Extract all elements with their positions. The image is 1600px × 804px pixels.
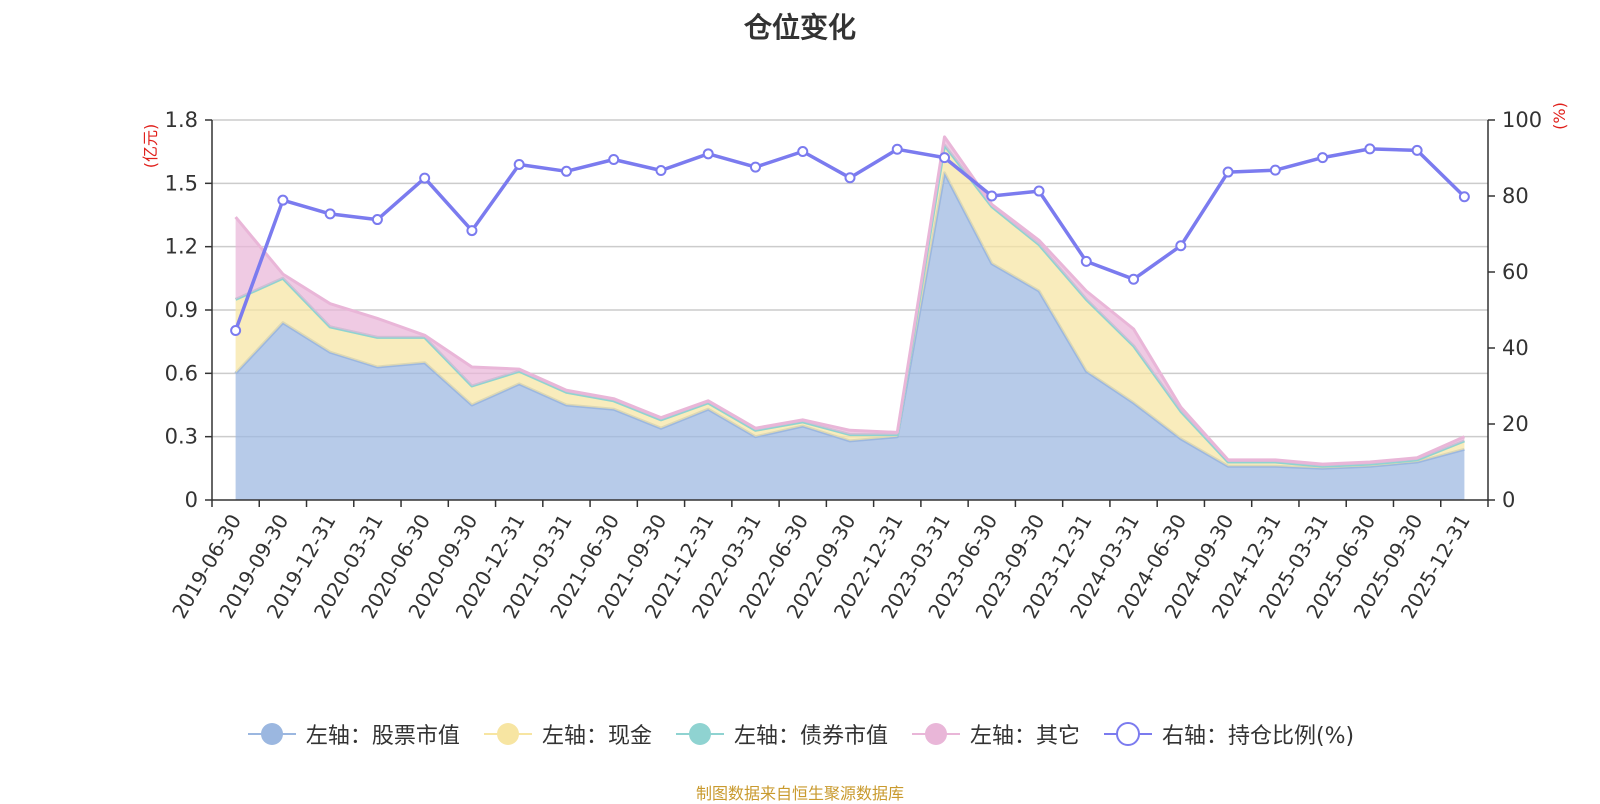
legend-area-marker-icon bbox=[675, 723, 724, 745]
right-axis-tick-label: 80 bbox=[1502, 184, 1529, 208]
position-ratio-point[interactable] bbox=[749, 161, 761, 173]
right-axis-tick-label: 60 bbox=[1502, 260, 1529, 284]
position-ratio-point[interactable] bbox=[1080, 255, 1092, 267]
position-ratio-point[interactable] bbox=[466, 225, 478, 237]
position-ratio-point[interactable] bbox=[1033, 185, 1045, 197]
position-ratio-point[interactable] bbox=[513, 158, 525, 170]
right-axis-tick-label: 0 bbox=[1502, 488, 1515, 512]
right-axis-tick-label: 40 bbox=[1502, 336, 1529, 360]
position-ratio-point[interactable] bbox=[277, 194, 289, 206]
legend-label: 左轴：债券市值 bbox=[733, 724, 888, 749]
position-ratio-point[interactable] bbox=[1222, 166, 1234, 178]
legend-item[interactable]: 左轴：债券市值 bbox=[674, 718, 888, 750]
position-ratio-point[interactable] bbox=[1458, 191, 1470, 203]
position-ratio-point[interactable] bbox=[371, 214, 383, 226]
legend-label: 左轴：现金 bbox=[541, 724, 652, 749]
position-ratio-point[interactable] bbox=[560, 165, 572, 177]
position-ratio-point[interactable] bbox=[1175, 240, 1187, 252]
position-ratio-point[interactable] bbox=[986, 190, 998, 202]
legend-item[interactable]: 左轴：其它 bbox=[910, 718, 1080, 750]
legend-area-marker-icon bbox=[911, 723, 960, 745]
series-9bb7e0-area bbox=[235, 172, 1465, 501]
position-ratio-point[interactable] bbox=[702, 148, 714, 160]
position-ratio-point[interactable] bbox=[1364, 143, 1376, 155]
series-e9b6d8-edge bbox=[234, 135, 1466, 466]
chart-plot: 00.30.60.91.21.51.80204060801002019-06-3… bbox=[141, 102, 1569, 623]
legend-item[interactable]: 右轴：持仓比例(%) bbox=[1102, 718, 1354, 750]
right-axis-tick-label: 20 bbox=[1502, 412, 1529, 436]
position-ratio-point[interactable] bbox=[797, 146, 809, 158]
position-ratio-point[interactable] bbox=[891, 143, 903, 155]
position-ratio-point[interactable] bbox=[1128, 273, 1140, 285]
position-ratio-point[interactable] bbox=[419, 172, 431, 184]
left-axis-tick-label: 0 bbox=[185, 488, 198, 512]
left-axis-tick-label: 0.6 bbox=[165, 361, 198, 385]
position-ratio-point[interactable] bbox=[230, 325, 242, 337]
position-ratio-point[interactable] bbox=[1269, 164, 1281, 176]
right-axis-tick-label: 100 bbox=[1502, 108, 1542, 132]
legend-item[interactable]: 左轴：股票市值 bbox=[246, 718, 460, 750]
position-ratio-point[interactable] bbox=[1411, 144, 1423, 156]
left-axis-unit: (亿元) bbox=[141, 124, 160, 169]
left-axis-tick-label: 1.8 bbox=[165, 108, 198, 132]
legend: 左轴：股票市值 左轴：现金 左轴：债券市值 左轴：其它 右轴：持仓比例(%) bbox=[0, 718, 1600, 750]
left-axis-tick-label: 1.2 bbox=[165, 235, 198, 259]
left-axis-tick-label: 1.5 bbox=[165, 171, 198, 195]
position-ratio-point[interactable] bbox=[608, 154, 620, 166]
position-ratio-point[interactable] bbox=[324, 208, 336, 220]
legend-area-marker-icon bbox=[483, 723, 532, 745]
position-ratio-point[interactable] bbox=[655, 165, 667, 177]
legend-label: 右轴：持仓比例(%) bbox=[1161, 724, 1355, 749]
series-f7e5a2-area bbox=[235, 145, 1465, 469]
legend-item[interactable]: 左轴：现金 bbox=[482, 718, 652, 750]
position-ratio-point[interactable] bbox=[939, 152, 951, 164]
legend-area-marker-icon bbox=[247, 723, 296, 745]
data-source-note: 制图数据来自恒生聚源数据库 bbox=[695, 784, 904, 803]
legend-label: 左轴：股票市值 bbox=[305, 724, 460, 749]
left-axis-tick-label: 0.9 bbox=[165, 298, 198, 322]
left-axis-tick-label: 0.3 bbox=[165, 425, 198, 449]
position-ratio-point[interactable] bbox=[1317, 152, 1329, 164]
position-ratio-point[interactable] bbox=[844, 172, 856, 184]
right-axis-unit: (%) bbox=[1550, 102, 1569, 130]
legend-line-marker-icon bbox=[1103, 722, 1152, 746]
chart-title: 仓位变化 bbox=[743, 11, 856, 44]
legend-label: 左轴：其它 bbox=[969, 724, 1080, 749]
